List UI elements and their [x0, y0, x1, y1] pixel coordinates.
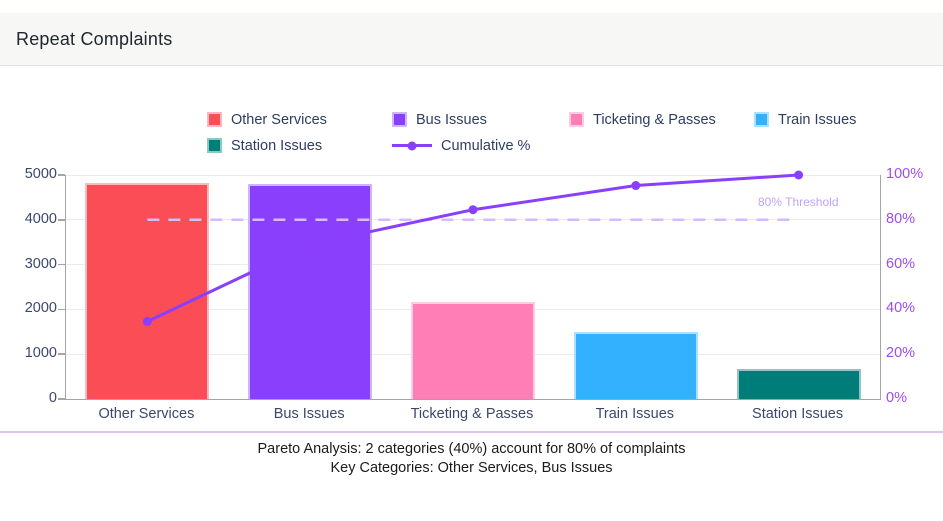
legend-item-station-issues[interactable]: Station Issues [207, 138, 392, 154]
axis-tick [58, 219, 65, 221]
y-axis-label-right: 80% [886, 210, 916, 227]
legend-color-swatch-icon [207, 112, 222, 127]
gridline [66, 174, 880, 176]
footer-divider [0, 431, 943, 433]
x-axis-label-station-issues: Station Issues [752, 406, 844, 422]
y-axis-label-right: 100% [886, 166, 924, 182]
y-axis-label-left: 1000 [24, 345, 57, 362]
legend-color-swatch-icon [207, 138, 222, 153]
axis-tick [58, 263, 65, 266]
axis-tick [58, 174, 65, 176]
legend-label: Bus Issues [416, 111, 487, 128]
x-axis-label-ticketing-passes: Ticketing & Passes [410, 406, 534, 422]
legend-label: Train Issues [778, 111, 857, 128]
cumulative-line-icon [392, 141, 432, 150]
x-axis-label-other-services: Other Services [98, 406, 195, 422]
x-axis-label-bus-issues: Bus Issues [273, 406, 345, 422]
legend-color-swatch-icon [392, 112, 407, 127]
y-axis-label-left: 0 [48, 390, 57, 406]
axis-tick [58, 353, 65, 355]
x-axis-label-train-issues: Train Issues [595, 406, 675, 422]
legend-label: Station Issues [231, 137, 323, 154]
cumulative-point-other-services[interactable] [142, 316, 152, 326]
chart-legend: Other Services Bus Issues Ticketing & Pass… [207, 109, 856, 156]
cumulative-point-icon [407, 141, 417, 150]
y-axis-label-left: 5000 [24, 166, 57, 182]
y-axis-label-right: 40% [886, 300, 916, 317]
legend-label: Other Services [231, 111, 327, 128]
y-axis-label-left: 3000 [24, 255, 57, 272]
legend-label: Cumulative % [441, 137, 531, 154]
cumulative-point-bus-issues[interactable] [305, 239, 315, 249]
threshold-label: 80% Threshold [758, 195, 839, 209]
y-axis-label-right: 0% [886, 390, 907, 406]
legend-color-swatch-icon [754, 112, 769, 127]
legend-color-swatch-icon [569, 112, 584, 127]
axis-tick [58, 398, 65, 400]
y-axis-label-left: 2000 [24, 300, 57, 317]
y-axis-label-right: 20% [886, 345, 916, 362]
axis-tick [58, 308, 65, 311]
page-title: Repeat Complaints [16, 29, 173, 49]
y-axis-label-right: 60% [886, 255, 916, 272]
legend-item-other-services[interactable]: Other Services [207, 112, 392, 128]
legend-item-cumulative[interactable]: Cumulative % [392, 138, 569, 154]
pareto-summary-text: Pareto Analysis: 2 categories (40%) acco… [257, 441, 686, 457]
cumulative-point-station-issues[interactable] [794, 170, 804, 180]
cumulative-point-train-issues[interactable] [631, 181, 641, 191]
bar-ticketing-passes[interactable] [411, 301, 535, 399]
chart-footer: Pareto Analysis: 2 categories (40%) acco… [0, 440, 943, 478]
panel-header: Repeat Complaints [0, 13, 943, 66]
legend-label: Ticketing & Passes [593, 111, 716, 128]
legend-item-ticketing-passes[interactable]: Ticketing & Passes [569, 112, 754, 128]
plot-area [58, 170, 881, 400]
bar-train-issues[interactable] [573, 331, 698, 399]
key-categories-text: Key Categories: Other Services, Bus Issu… [330, 460, 613, 476]
bar-other-services[interactable] [85, 183, 210, 399]
bar-station-issues[interactable] [736, 369, 861, 399]
legend-item-train-issues[interactable]: Train Issues [754, 112, 856, 128]
cumulative-point-ticketing-passes[interactable] [468, 205, 478, 215]
y-axis-label-left: 4000 [24, 210, 57, 227]
cumulative-line [146, 173, 799, 323]
bar-bus-issues[interactable] [248, 183, 373, 399]
legend-item-bus-issues[interactable]: Bus Issues [392, 112, 569, 128]
